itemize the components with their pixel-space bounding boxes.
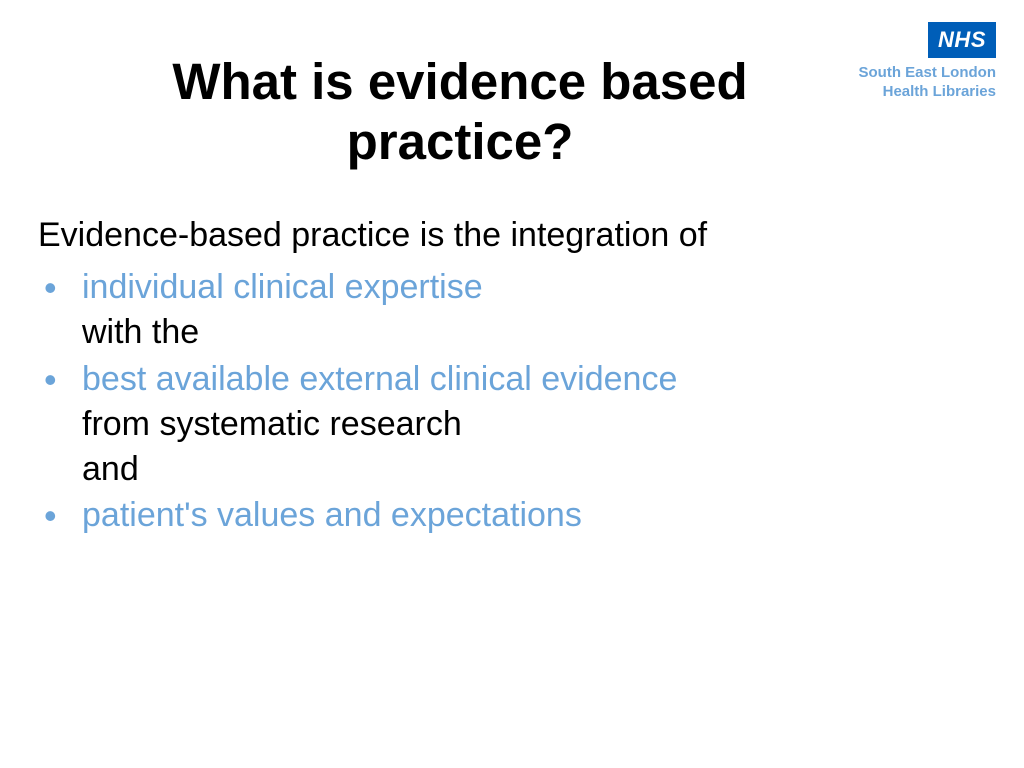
list-item: individual clinical expertise with the [38, 265, 986, 355]
bullet-subline: with the [82, 310, 986, 355]
bullet-list: individual clinical expertise with the b… [38, 265, 986, 538]
bullet-subline: from systematic research [82, 402, 986, 447]
logo-area: NHS South East London Health Libraries [859, 22, 996, 102]
bullet-subline: and [82, 447, 986, 492]
logo-line1: South East London [859, 64, 996, 83]
bullet-highlight: patient's values and expectations [82, 496, 582, 534]
bullet-highlight: best available external clinical evidenc… [82, 360, 677, 398]
logo-line2: Health Libraries [859, 83, 996, 102]
slide-content: Evidence-based practice is the integrati… [38, 216, 986, 540]
list-item: patient's values and expectations [38, 493, 986, 538]
nhs-badge: NHS [928, 22, 996, 58]
slide-title: What is evidence based practice? [100, 52, 820, 172]
intro-text: Evidence-based practice is the integrati… [38, 216, 986, 255]
list-item: best available external clinical evidenc… [38, 357, 986, 492]
logo-subtitle: South East London Health Libraries [859, 64, 996, 102]
bullet-highlight: individual clinical expertise [82, 268, 483, 306]
